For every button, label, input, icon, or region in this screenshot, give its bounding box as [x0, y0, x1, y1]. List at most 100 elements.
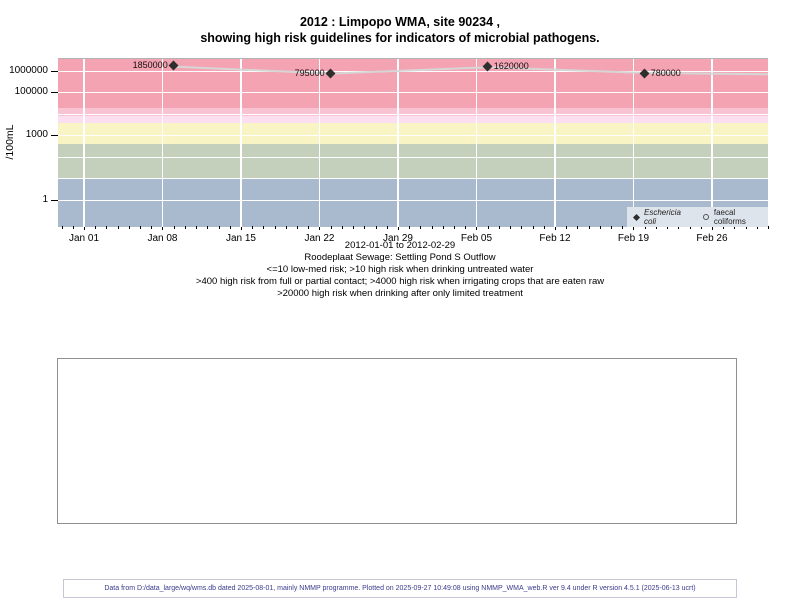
x-axis-minor-tick	[678, 226, 680, 229]
footer-text: Data from D:/data_large/wq/wms.db dated …	[104, 585, 696, 592]
caption-guideline-3: >20000 high risk when drinking after onl…	[277, 288, 523, 299]
y-axis-tick-label: 1	[42, 193, 48, 205]
x-axis-minor-tick	[700, 226, 702, 229]
x-axis-minor-tick	[330, 226, 332, 229]
x-axis-major-tick	[476, 226, 478, 230]
x-axis: Jan 01 Jan 08 Jan 15 Jan 22 Jan 29 Feb 05 Feb …	[58, 226, 770, 256]
x-axis-major-tick	[240, 226, 242, 230]
x-axis-major-tick	[162, 226, 164, 230]
x-axis-minor-tick	[218, 226, 220, 229]
x-axis-minor-tick	[566, 226, 568, 229]
ecoli-point-label: 1620000	[493, 61, 529, 72]
chart-title: 2012 : Limpopo WMA, site 90234 , showing…	[0, 14, 800, 46]
x-axis-minor-tick	[173, 226, 175, 229]
y-axis-tick	[51, 92, 58, 93]
x-axis-minor-tick	[745, 226, 747, 229]
ecoli-point-label: 780000	[650, 68, 681, 79]
x-axis-minor-tick	[768, 226, 770, 229]
x-axis-minor-tick	[386, 226, 388, 229]
caption-site-name: Roodeplaat Sewage: Settling Pond S Outfl…	[304, 252, 496, 263]
x-axis-minor-tick	[184, 226, 186, 229]
guideline-band	[58, 144, 768, 179]
guideline-band	[58, 115, 768, 123]
x-axis-minor-tick	[734, 226, 736, 229]
x-axis-major-tick	[711, 226, 713, 230]
faecal-coliforms-line	[173, 65, 768, 76]
x-axis-minor-tick	[308, 226, 310, 229]
x-axis-minor-tick	[364, 226, 366, 229]
guideline-band	[58, 107, 768, 116]
chart-title-line1: 2012 : Limpopo WMA, site 90234 ,	[299, 15, 501, 29]
x-axis-minor-tick	[723, 226, 725, 229]
x-axis-minor-tick	[498, 226, 500, 229]
gridline-vertical	[475, 59, 478, 227]
y-axis-tick-label: 1000000	[9, 64, 48, 76]
x-axis-minor-tick	[667, 226, 669, 229]
x-axis-minor-tick	[454, 226, 456, 229]
faecal-circle-icon	[702, 214, 709, 220]
chart-title-line2: showing high risk guidelines for indicat…	[200, 31, 600, 45]
x-axis-minor-tick	[207, 226, 209, 229]
x-axis-minor-tick	[487, 226, 489, 229]
x-axis-minor-tick	[756, 226, 758, 229]
gridline-horizontal	[58, 113, 768, 115]
x-axis-tick-label: Jan 08	[147, 233, 178, 244]
y-axis-tick	[51, 135, 58, 136]
x-axis-minor-tick	[375, 226, 377, 229]
x-axis-minor-tick	[409, 226, 411, 229]
gridline-horizontal	[58, 92, 768, 93]
x-axis-major-tick	[554, 226, 556, 230]
gridline-vertical	[83, 59, 85, 227]
x-axis-minor-tick	[117, 226, 119, 229]
y-axis-tick-label: 100000	[14, 86, 48, 97]
x-axis-minor-tick	[577, 226, 579, 229]
y-axis-tick	[51, 199, 58, 201]
footer-box: Data from D:/data_large/wq/wms.db dated …	[63, 579, 737, 598]
x-axis-minor-tick	[297, 226, 299, 229]
x-axis-major-tick	[397, 226, 399, 230]
x-axis-minor-tick	[442, 226, 444, 229]
x-axis-minor-tick	[274, 226, 276, 229]
x-axis-minor-tick	[128, 226, 130, 229]
x-axis-minor-tick	[611, 226, 613, 229]
x-axis-minor-tick	[588, 226, 590, 229]
x-axis-minor-tick	[263, 226, 265, 229]
gridline-vertical	[711, 59, 713, 227]
x-axis-tick-label: Jan 01	[68, 233, 100, 244]
x-axis-tick-label: Feb 05	[460, 233, 493, 244]
x-axis-minor-tick	[510, 226, 512, 229]
y-axis: 1000000 100000 1000 1	[0, 0, 58, 240]
caption-guideline-2: >400 high risk from full or partial cont…	[195, 276, 605, 287]
x-axis-tick-label: Feb 26	[696, 233, 728, 244]
gridline-vertical	[554, 59, 556, 227]
gridline-vertical	[397, 59, 399, 227]
plot-legend: Eschericia coli faecal coliforms	[627, 207, 768, 227]
ecoli-point-label: 795000	[294, 68, 325, 79]
x-axis-minor-tick	[353, 226, 355, 229]
x-axis-minor-tick	[420, 226, 422, 229]
x-axis-minor-tick	[655, 226, 657, 229]
gridline-horizontal	[58, 178, 768, 179]
x-axis-tick-label: Feb 19	[617, 233, 650, 244]
x-axis-major-tick	[319, 226, 321, 230]
x-axis-major-tick	[84, 226, 85, 230]
x-axis-minor-tick	[285, 226, 287, 229]
x-axis-minor-tick	[532, 226, 534, 229]
x-axis-minor-tick	[106, 226, 108, 229]
y-axis-tick-label: 1000	[25, 129, 48, 140]
caption-date-range: 2012-01-01 to 2012-02-29	[344, 240, 456, 251]
legend-label-ecoli: Eschericia coli	[644, 208, 681, 226]
x-axis-tick-label: Feb 12	[539, 233, 571, 244]
x-axis-minor-tick	[151, 226, 153, 229]
x-axis-tick-label: Jan 15	[225, 233, 256, 244]
x-axis-minor-tick	[465, 226, 467, 229]
legend-label-faecal: faecal coliforms	[713, 208, 746, 226]
gridline-vertical	[240, 59, 242, 227]
gridline-vertical	[161, 59, 164, 227]
gridline-vertical	[318, 59, 321, 227]
caption-guideline-1: <=10 low-med risk; >10 high risk when dr…	[266, 264, 534, 275]
guideline-band	[58, 122, 768, 145]
ecoli-point-label: 1850000	[132, 60, 168, 71]
x-axis-minor-tick	[341, 226, 343, 229]
